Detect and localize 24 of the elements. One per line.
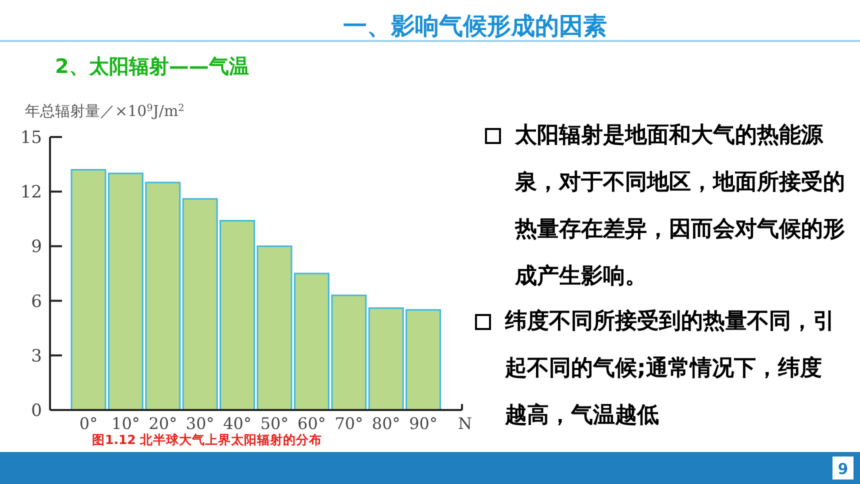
- x-tick-label: 90°: [409, 414, 438, 433]
- x-tick-label: 60°: [298, 414, 326, 433]
- y-tick-label: 0: [31, 401, 42, 421]
- y-tick-label: 9: [31, 237, 42, 258]
- x-tick-label: 50°: [260, 414, 289, 433]
- x-tick-label: 40°: [223, 414, 252, 433]
- text: 太阳辐射是地面和大气的热能源泉，对于不同地区，地面所接受的热量存在差异，因而会对气候的形成产生影响。: [514, 122, 846, 291]
- x-tick-label: 30°: [186, 414, 214, 433]
- y-tick-label: 6: [31, 292, 42, 312]
- chart-title: 一、影响气候形成的因素: [343, 12, 607, 40]
- y-tick-label: 15: [20, 128, 42, 148]
- text: 纬度不同所接受到的热量不同，引起不同的气候;通常情况下，纬度越高，气温越低: [504, 308, 836, 430]
- caption: 图1.12 北半球大气上界太阳辐射的分布: [92, 432, 322, 447]
- x-axis-title: N: [458, 414, 472, 433]
- x-tick-label: 80°: [372, 414, 400, 433]
- x-tick-label: 20°: [148, 414, 178, 433]
- x-tick-label: 0°: [79, 414, 98, 433]
- y-axis-title: 年总辐射量／×10$^{9}$J/m$^{2}$: [25, 102, 184, 120]
- text: 9: [838, 460, 848, 478]
- x-tick-label: 10°: [112, 414, 140, 433]
- y-tick-label: 3: [31, 346, 42, 366]
- chart-subtitle: 2、太阳辐射——气温: [55, 54, 249, 78]
- y-tick-label: 12: [20, 182, 42, 203]
- x-tick-label: 70°: [334, 414, 364, 433]
